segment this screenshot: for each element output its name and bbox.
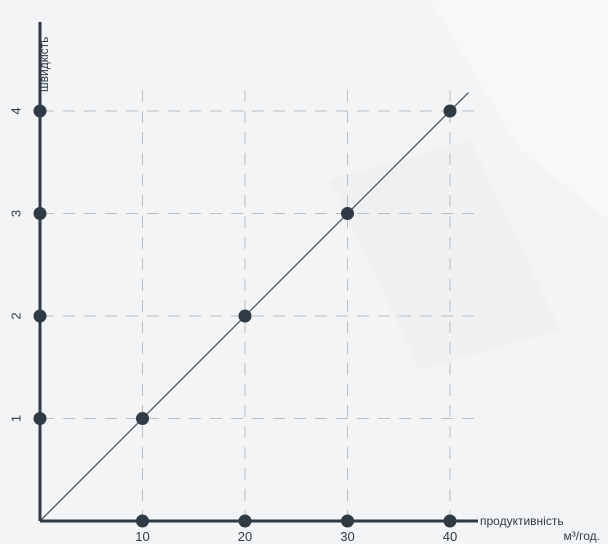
x-tick-label: 20 (238, 529, 252, 544)
data-point (238, 309, 252, 323)
x-axis-marker (136, 514, 149, 528)
x-axis-unit: м³/год. (564, 529, 600, 543)
y-tick-label: 2 (8, 312, 23, 319)
axis-markers (33, 104, 457, 528)
y-tick-label: 3 (8, 210, 23, 217)
data-point (443, 104, 457, 118)
y-axis-marker (33, 104, 47, 118)
y-tick-label: 1 (8, 415, 23, 422)
data-point (341, 207, 354, 220)
x-axis-marker (238, 514, 252, 528)
y-tick-label: 4 (8, 107, 23, 114)
x-axis-title: продуктивність (480, 514, 564, 528)
series-layer (39, 92, 469, 522)
x-axis-marker (341, 514, 354, 528)
background-shape (330, 140, 560, 370)
series-line (39, 92, 469, 522)
data-point (136, 412, 149, 425)
tick-labels: 10 20 30 40 1 2 3 4 (8, 107, 457, 544)
y-axis-marker (33, 309, 47, 323)
background-shape (430, 0, 608, 220)
y-axis-marker (33, 412, 47, 425)
y-axis-marker (33, 207, 47, 220)
x-tick-label: 40 (443, 529, 457, 544)
x-tick-label: 10 (135, 529, 149, 544)
x-axis-marker (443, 514, 457, 528)
y-axis-title: швидкість (37, 37, 51, 92)
grid (42, 90, 476, 519)
x-tick-label: 30 (340, 529, 354, 544)
